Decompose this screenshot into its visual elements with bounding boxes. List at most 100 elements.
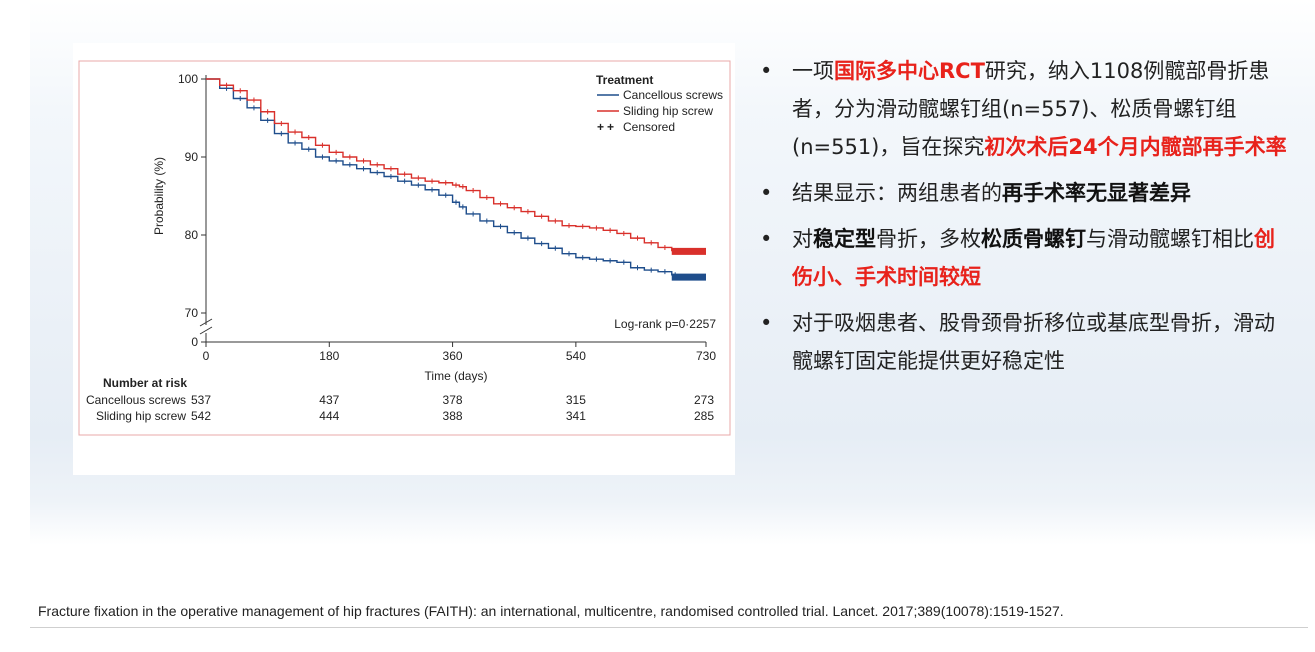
finding-text-red: 国际多中心RCT [834, 59, 985, 83]
x-tick-label: 180 [319, 349, 339, 363]
risk-value: 437 [319, 393, 339, 407]
censor-mark [607, 258, 613, 264]
axis-break-mark [199, 326, 213, 335]
censor-mark [453, 182, 459, 188]
y-tick-label: 90 [185, 150, 199, 164]
km-chart-panel: 100 90 80 70 0 0 180 360 540 730 Time (days) Probab… [73, 43, 735, 475]
censor-mark [539, 213, 545, 219]
km-survival-chart: 100 90 80 70 00 180 360 540 730 Time (days) Probab… [78, 60, 731, 436]
censor-mark [453, 199, 459, 205]
censor-mark [635, 265, 641, 271]
finding-text-red: 创伤小、手术时间较短 [792, 227, 1275, 289]
censor-mark [525, 235, 531, 241]
legend-label: Cancellous screws [623, 88, 723, 102]
censor-mark [484, 218, 490, 224]
censor-mark [511, 205, 517, 211]
risk-value: 388 [443, 409, 463, 423]
y-tick-label: 0 [191, 335, 198, 349]
censor-mark [443, 192, 449, 198]
censor-mark [415, 175, 421, 181]
censor-mark [388, 166, 394, 172]
censor-mark [319, 142, 325, 148]
censor-mark [361, 158, 367, 164]
censor-mark [415, 182, 421, 188]
risk-value: 537 [191, 393, 211, 407]
y-tick-label: 70 [185, 306, 199, 320]
censor-mark [635, 235, 641, 241]
censor-mark [319, 154, 325, 160]
risk-value: 273 [694, 393, 714, 407]
censor-mark [388, 174, 394, 179]
censor-mark [593, 225, 599, 231]
censor-mark [498, 223, 504, 229]
censor-mark [662, 269, 668, 275]
censor-mark [333, 158, 339, 164]
finding-text-normal: 对 [792, 227, 813, 251]
risk-value: 542 [191, 409, 211, 423]
finding-text-red: 初次术后24个月内髋部再手术率 [984, 135, 1287, 159]
y-tick-label: 80 [185, 228, 199, 242]
bullet-marker: • [760, 59, 773, 83]
censor-mark [251, 97, 257, 103]
finding-text-normal: 结果显示：两组患者的 [792, 181, 1002, 205]
censor-mark [402, 178, 408, 184]
censor-mark [292, 129, 298, 135]
legend-censored-plus: + [607, 120, 614, 134]
censor-mark [429, 178, 435, 184]
censor-mark [265, 117, 271, 123]
y-tick-label: 100 [178, 72, 198, 86]
finding-text-bold: 再手术率无显著差异 [1002, 181, 1191, 205]
risk-row-label: Sliding hip screw [96, 409, 186, 423]
risk-value: 378 [443, 393, 463, 407]
censor-mark [525, 209, 531, 215]
censor-mark [580, 255, 586, 261]
censor-mark [374, 170, 380, 176]
finding-text-normal: 对于吸烟患者、股骨颈骨折移位或基底型骨折，滑动髋螺钉固定能提供更好稳定性 [792, 311, 1275, 373]
legend-censored-label: Censored [623, 120, 675, 134]
censor-mark [237, 96, 243, 101]
axis-break-mark [199, 318, 213, 327]
finding-text-normal: 与滑动髋螺钉相比 [1086, 227, 1254, 251]
censor-mark [484, 195, 490, 201]
censor-mark [552, 218, 558, 224]
censor-mark [347, 154, 353, 160]
censor-mark [539, 241, 545, 247]
censor-mark [470, 211, 476, 217]
finding-item: • 结果显示：两组患者的再手术率无显著差异 [760, 174, 1290, 212]
chart-frame [78, 60, 731, 436]
censor-mark [429, 187, 435, 193]
censor-mark [593, 256, 599, 262]
finding-text-bold: 松质骨螺钉 [981, 227, 1086, 251]
risk-value: 285 [694, 409, 714, 423]
risk-value: 444 [319, 409, 339, 423]
citation-divider [30, 627, 1308, 628]
censor-mark [402, 171, 408, 177]
censor-mark [278, 120, 284, 126]
bullet-marker: • [760, 311, 773, 335]
legend-title: Treatment [596, 73, 653, 87]
finding-text-normal: 研究，纳入1108例髋部骨折患者，分为滑动髋螺钉组(n=557)、松质骨螺钉组(… [792, 59, 1270, 159]
censor-mark [292, 140, 298, 146]
censor-cluster-bar [671, 247, 706, 255]
x-axis-label: Time (days) [425, 369, 488, 383]
finding-text-bold: 稳定型 [813, 227, 876, 251]
findings-list: • 一项国际多中心RCT研究，纳入1108例髋部骨折患者，分为滑动髋螺钉组(n=5… [760, 52, 1290, 388]
censor-mark [580, 223, 586, 229]
y-axis-label: Probability (%) [152, 157, 166, 235]
finding-text-normal: 一项 [792, 59, 834, 83]
censor-mark [607, 227, 613, 233]
risk-table-title: Number at risk [103, 376, 187, 390]
censor-mark [224, 82, 230, 88]
censor-mark [306, 146, 312, 152]
finding-text-normal: 骨折，多枚 [876, 227, 981, 251]
censor-mark [621, 230, 627, 236]
log-rank-annotation: Log-rank p=0·2257 [614, 317, 716, 331]
censor-mark [621, 259, 627, 265]
censor-mark [278, 131, 284, 137]
legend-censored-plus: + [597, 120, 604, 134]
censor-mark [511, 230, 517, 236]
censor-mark [460, 204, 466, 210]
legend-label: Sliding hip screw [623, 104, 713, 118]
censor-mark [251, 105, 257, 111]
risk-row-label: Cancellous screws [86, 393, 186, 407]
